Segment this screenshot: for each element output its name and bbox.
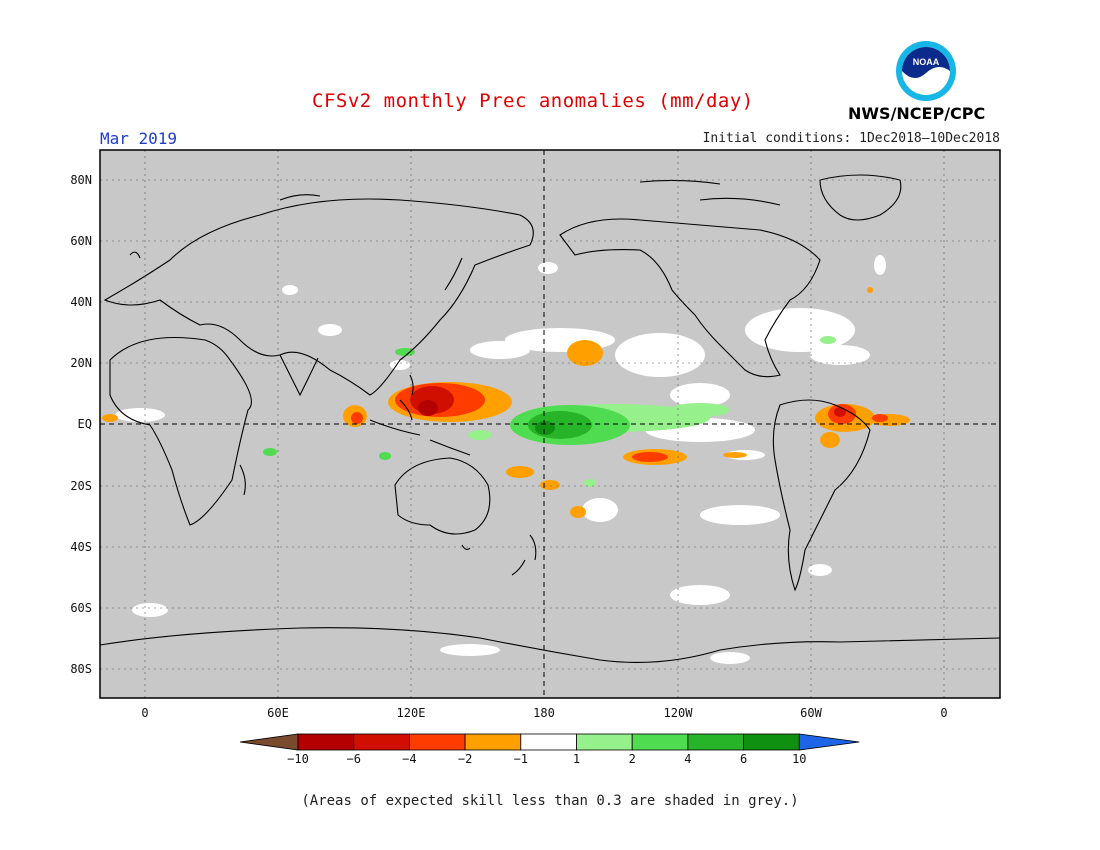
legend-tick-label: −6 — [346, 752, 360, 766]
legend-swatch — [464, 733, 522, 751]
legend-tick-label: 4 — [684, 752, 691, 766]
lon-label: 60W — [800, 706, 822, 720]
graticule — [100, 150, 1000, 698]
lat-label: 80N — [70, 173, 92, 187]
equator-dateline — [100, 150, 1000, 698]
lon-label: 0 — [141, 706, 148, 720]
legend-swatch — [297, 733, 355, 751]
legend-arrow-low — [239, 733, 299, 751]
lon-label: 180 — [533, 706, 555, 720]
legend-swatch — [408, 733, 466, 751]
logo-text: NOAA — [913, 57, 940, 67]
negative-anomalies — [102, 287, 910, 518]
organization-label: NWS/NCEP/CPC — [848, 104, 986, 123]
skill-caption: (Areas of expected skill less than 0.3 a… — [301, 793, 799, 809]
coastlines — [100, 174, 1000, 663]
legend-swatch — [353, 733, 410, 751]
legend-tick-label: 2 — [629, 752, 636, 766]
map-field — [100, 150, 1000, 698]
map-frame — [99, 149, 1001, 699]
legend-arrow-high — [798, 733, 860, 751]
noaa-logo: NOAA — [895, 40, 957, 102]
legend-tick-label: −10 — [287, 752, 309, 766]
lon-label: 60E — [267, 706, 289, 720]
lat-label: 40N — [70, 295, 92, 309]
forecast-month: Mar 2019 — [100, 129, 178, 148]
title-text: CFSv2 monthly Prec anomalies (mm/day) — [312, 90, 754, 112]
legend-tick-label: −1 — [514, 752, 528, 766]
lon-label: 0 — [940, 706, 947, 720]
legend-tick-label: 6 — [740, 752, 747, 766]
initial-conditions: Initial conditions: 1Dec2018–10Dec2018 — [702, 131, 1000, 146]
legend-swatch — [576, 733, 633, 751]
color-legend: −10 −6 −4 −2 −1 1 2 4 6 10 — [239, 733, 860, 766]
lat-label: 40S — [70, 540, 92, 554]
lat-label: 20S — [70, 479, 92, 493]
legend-tick-label: 10 — [792, 752, 806, 766]
legend-swatch — [743, 733, 800, 751]
legend-swatch — [687, 733, 745, 751]
legend-tick-label: −4 — [402, 752, 416, 766]
lon-label: 120W — [664, 706, 694, 720]
lat-label: 80S — [70, 662, 92, 676]
legend-tick-label: 1 — [573, 752, 580, 766]
legend-swatch — [520, 733, 577, 751]
lon-labels: 0 60E 120E 180 120W 60W 0 — [141, 706, 947, 720]
legend-swatch — [631, 733, 689, 751]
lon-label: 120E — [397, 706, 426, 720]
legend-tick-label: −2 — [458, 752, 472, 766]
white-patches — [115, 255, 886, 664]
lat-label: EQ — [78, 417, 92, 431]
lat-labels: 80N 60N 40N 20N EQ 20S 40S 60S 80S — [70, 173, 92, 676]
lat-label: 60N — [70, 234, 92, 248]
lat-label: 20N — [70, 356, 92, 370]
lat-label: 60S — [70, 601, 92, 615]
